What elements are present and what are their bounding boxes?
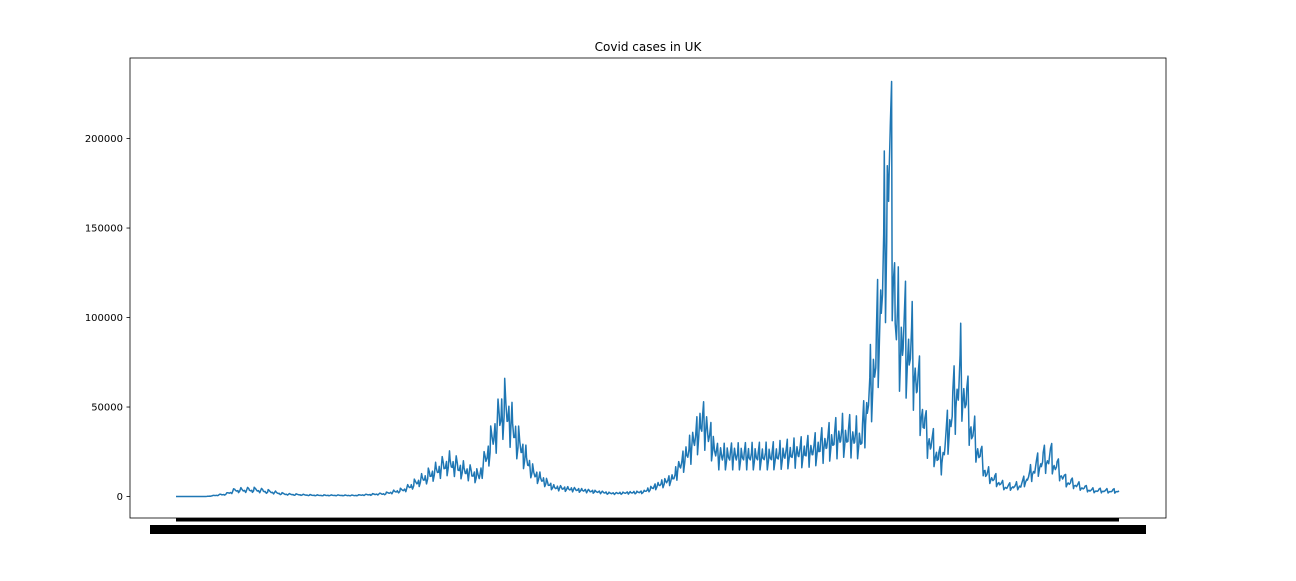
y-tick-label: 50000 [91,403,123,414]
chart-title: Covid cases in UK [595,40,703,54]
x-axis-ticks [150,518,1146,534]
x-tick-marks-dense [176,518,1119,522]
y-axis-ticks: 0 50000 100000 150000 200000 [85,134,130,503]
y-tick-label: 100000 [85,313,123,324]
x-tick-labels-overlapping [150,525,1146,534]
y-tick-label: 200000 [85,134,123,145]
y-tick-label: 0 [117,492,123,503]
series-line [176,80,1120,498]
plot-frame [129,57,1167,519]
y-tick-label: 150000 [85,224,123,235]
